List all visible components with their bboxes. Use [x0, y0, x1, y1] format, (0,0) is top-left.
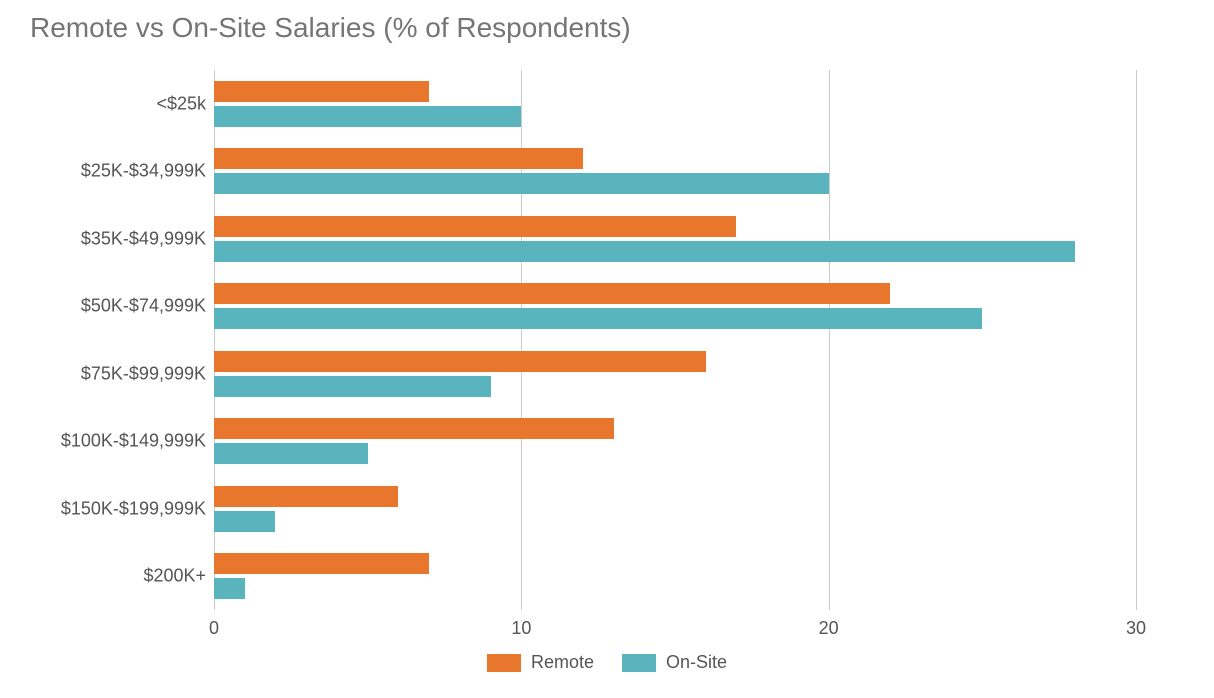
bar-on-site	[214, 241, 1075, 262]
y-category-label: $25K-$34,999K	[81, 161, 206, 182]
legend-swatch-onsite	[622, 654, 656, 672]
y-category-label: $200K+	[143, 566, 206, 587]
gridline	[1136, 70, 1137, 610]
legend-swatch-remote	[487, 654, 521, 672]
legend: Remote On-Site	[0, 652, 1214, 673]
legend-item-remote: Remote	[487, 652, 594, 673]
bar-remote	[214, 351, 706, 372]
bar-on-site	[214, 106, 521, 127]
bar-remote	[214, 553, 429, 574]
y-category-label: $75K-$99,999K	[81, 363, 206, 384]
bar-on-site	[214, 376, 491, 397]
x-tick-label: 0	[209, 618, 219, 639]
bar-on-site	[214, 511, 275, 532]
bar-on-site	[214, 578, 245, 599]
x-tick-label: 20	[819, 618, 839, 639]
legend-label-remote: Remote	[531, 652, 594, 673]
bar-remote	[214, 148, 583, 169]
y-category-label: $100K-$149,999K	[61, 431, 206, 452]
bar-remote	[214, 486, 398, 507]
legend-label-onsite: On-Site	[666, 652, 727, 673]
y-category-label: $150K-$199,999K	[61, 498, 206, 519]
y-category-label: $50K-$74,999K	[81, 296, 206, 317]
x-tick-label: 30	[1126, 618, 1146, 639]
legend-item-onsite: On-Site	[622, 652, 727, 673]
bar-on-site	[214, 308, 982, 329]
bar-remote	[214, 283, 890, 304]
bar-on-site	[214, 173, 829, 194]
y-category-label: $35K-$49,999K	[81, 228, 206, 249]
bar-on-site	[214, 443, 368, 464]
x-tick-label: 10	[511, 618, 531, 639]
bar-remote	[214, 216, 736, 237]
gridline	[829, 70, 830, 610]
bar-remote	[214, 418, 614, 439]
bar-remote	[214, 81, 429, 102]
chart-title: Remote vs On-Site Salaries (% of Respond…	[30, 12, 631, 44]
y-category-label: <$25k	[156, 93, 206, 114]
plot-area: 0102030	[214, 70, 1136, 610]
